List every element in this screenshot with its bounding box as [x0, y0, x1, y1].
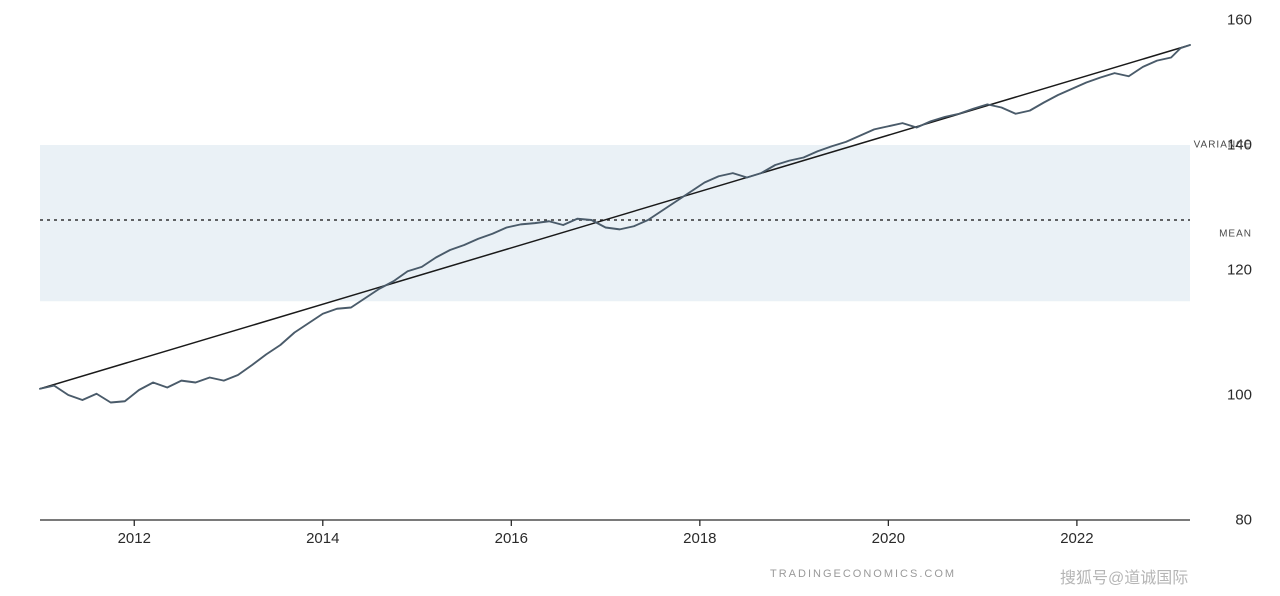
- x-tick-2016: 2016: [495, 530, 528, 547]
- source-label: TRADINGECONOMICS.COM: [770, 568, 956, 580]
- x-tick-2014: 2014: [306, 530, 339, 547]
- y-tick-160: 160: [1227, 12, 1252, 29]
- variance-label: VARIANCE: [1194, 140, 1252, 151]
- chart-svg: [0, 0, 1280, 596]
- x-tick-2012: 2012: [118, 530, 151, 547]
- watermark: 搜狐号@道诚国际: [1060, 564, 1188, 588]
- x-tick-2018: 2018: [683, 530, 716, 547]
- y-tick-100: 100: [1227, 387, 1252, 404]
- x-tick-2022: 2022: [1060, 530, 1093, 547]
- mean-label: MEAN: [1219, 229, 1252, 240]
- y-tick-80: 80: [1235, 512, 1252, 529]
- y-tick-120: 120: [1227, 262, 1252, 279]
- chart-container: 160 140 120 100 80 VARIANCE MEAN 2012 20…: [0, 0, 1280, 596]
- x-tick-2020: 2020: [872, 530, 905, 547]
